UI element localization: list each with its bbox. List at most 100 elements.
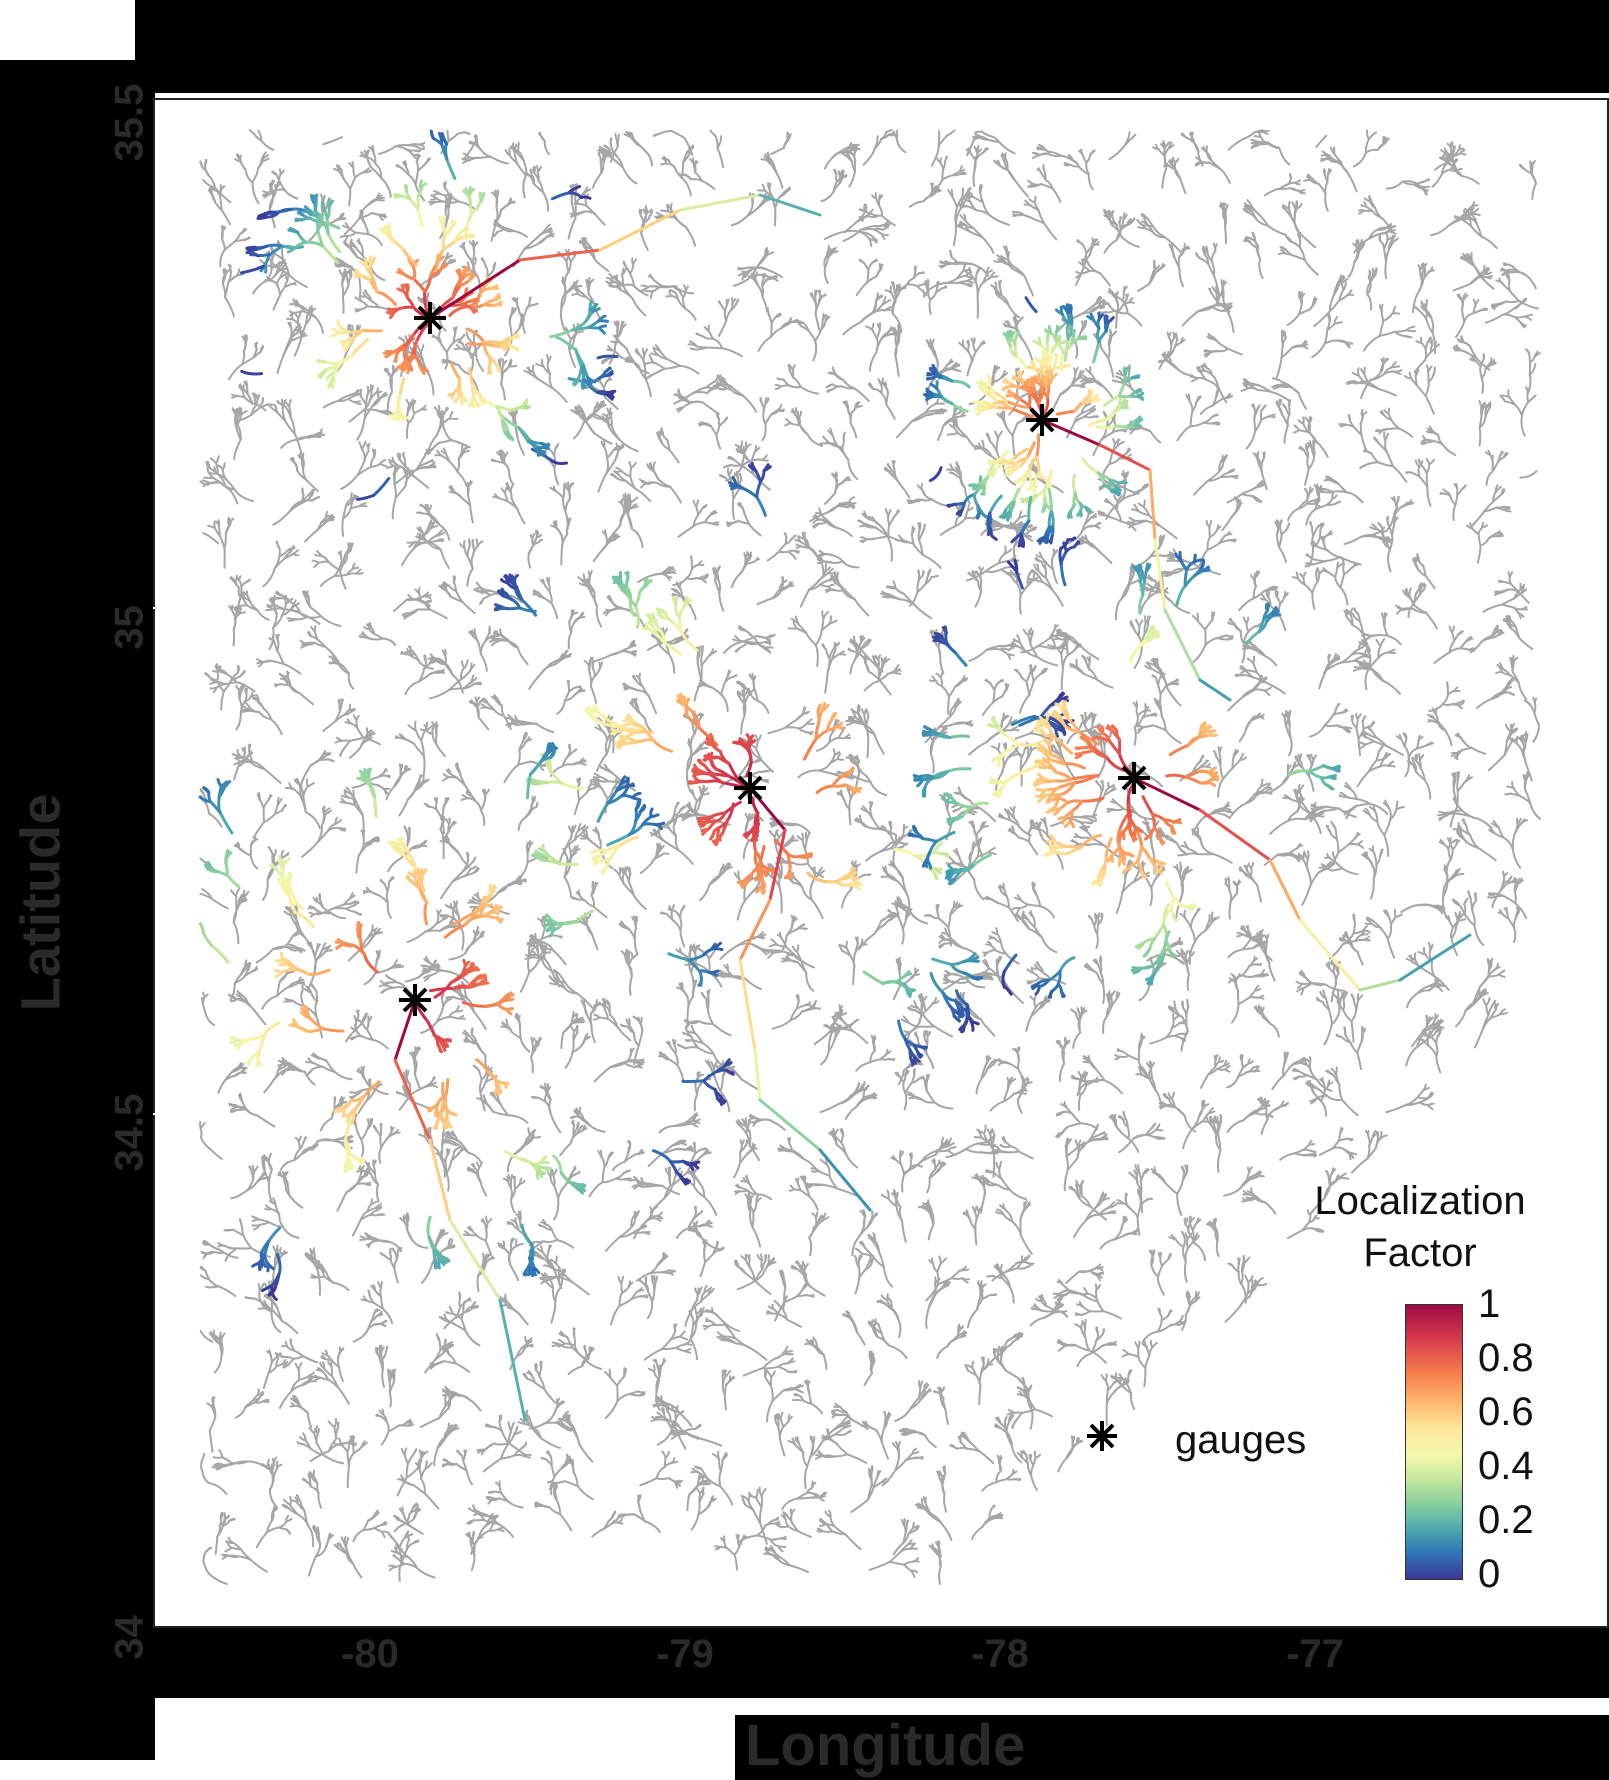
river-segment (476, 540, 484, 548)
river-segment (422, 451, 427, 460)
river-segment (473, 587, 483, 591)
river-segment (561, 533, 569, 548)
river-segment (229, 577, 235, 583)
river-segment (411, 655, 422, 664)
river-segment (517, 1311, 529, 1326)
river-segment (248, 129, 256, 136)
river-segment (447, 132, 459, 142)
river-segment (294, 1362, 300, 1371)
river-segment (466, 1168, 473, 1172)
river-segment (550, 1301, 557, 1324)
river-segment (468, 142, 477, 145)
river-segment (535, 801, 539, 809)
river-segment (578, 791, 589, 801)
river-segment (333, 1071, 353, 1081)
river-segment (368, 621, 373, 629)
river-segment (242, 236, 251, 242)
river-segment (342, 739, 352, 750)
river-segment (221, 1456, 233, 1464)
river-segment (379, 1135, 383, 1149)
river-segment (378, 145, 397, 155)
river-segment (453, 491, 463, 499)
river-segment (199, 1274, 210, 1280)
river-segment (549, 1455, 553, 1467)
river-segment (479, 653, 488, 672)
river-segment (288, 399, 292, 408)
river-segment (284, 1355, 295, 1360)
river-segment (571, 609, 575, 616)
river-segment (283, 189, 299, 200)
river-segment (207, 1146, 223, 1160)
river-segment (466, 851, 469, 862)
river-segment (429, 1084, 439, 1089)
river-segment (571, 897, 579, 901)
river-segment (342, 177, 352, 190)
river-segment (477, 641, 482, 655)
river-segment (336, 1421, 340, 1431)
river-segment (327, 1533, 331, 1541)
river-segment (219, 185, 226, 192)
river-segment (398, 798, 409, 817)
river-segment (384, 1346, 389, 1354)
river-segment (441, 999, 444, 1011)
river-segment (505, 716, 515, 721)
river-segment (465, 331, 470, 340)
river-segment (571, 748, 577, 754)
river-segment (316, 942, 319, 951)
river-segment (539, 1360, 543, 1369)
river-segment (484, 1239, 492, 1256)
river-segment (359, 1238, 368, 1241)
river-segment (291, 608, 300, 613)
river-segment (351, 566, 360, 570)
x-tick-label: -77 (1286, 1632, 1344, 1676)
river-segment (537, 538, 543, 544)
river-segment (230, 1105, 238, 1111)
river-segment (601, 729, 609, 742)
river-segment (467, 480, 472, 488)
river-segment (411, 1051, 415, 1058)
river-segment (640, 232, 649, 251)
river-segment (588, 1181, 604, 1198)
river-segment (476, 1161, 481, 1168)
river-segment (207, 174, 216, 189)
river-segment (285, 275, 289, 282)
river-segment (597, 471, 608, 493)
river-segment (402, 1511, 407, 1520)
river-segment (270, 180, 275, 189)
river-segment (402, 451, 406, 460)
river-segment (270, 279, 279, 286)
river-segment (464, 941, 474, 955)
river-segment (349, 736, 365, 742)
river-segment (280, 438, 298, 449)
river-segment (523, 1455, 531, 1459)
river-segment (231, 393, 239, 397)
river-segment (273, 683, 282, 686)
river-segment (339, 556, 343, 567)
river-segment (603, 446, 609, 459)
river-segment (572, 1327, 576, 1337)
river-segment (222, 1554, 231, 1557)
river-segment (262, 1372, 270, 1389)
river-segment (460, 333, 466, 340)
river-segment (447, 1397, 451, 1409)
river-segment (305, 778, 309, 788)
river-segment (431, 725, 435, 735)
river-segment (358, 504, 368, 508)
river-segment (377, 784, 386, 790)
river-segment (402, 1216, 406, 1223)
river-segment (569, 1132, 575, 1145)
river-segment (239, 228, 248, 235)
river-segment (212, 1251, 225, 1255)
river-segment (315, 1275, 326, 1279)
river-segment (404, 1481, 415, 1487)
river-segment (248, 709, 261, 714)
river-segment (341, 295, 345, 314)
river-segment (354, 171, 365, 179)
river-segment (550, 1464, 556, 1478)
river-segment (279, 683, 291, 686)
river-segment (244, 168, 254, 184)
river-segment (405, 421, 410, 439)
river-segment (238, 689, 243, 700)
river-segment (556, 1239, 575, 1249)
river-segment (202, 1551, 207, 1562)
